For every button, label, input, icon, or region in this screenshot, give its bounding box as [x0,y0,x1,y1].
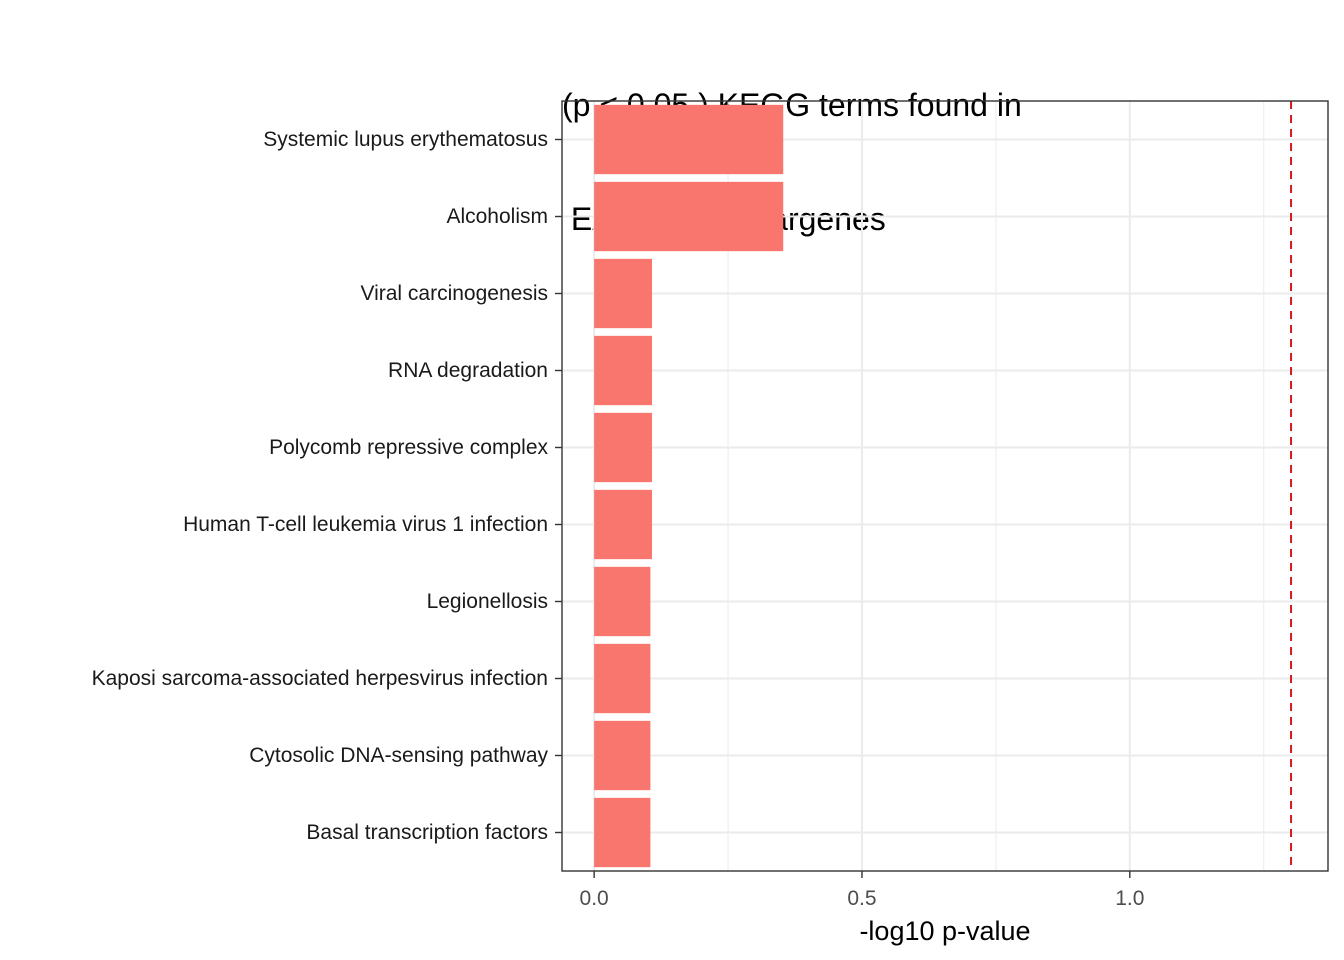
bar [594,643,651,714]
bar [594,797,651,868]
bar [594,258,652,329]
x-axis: 0.0 0.5 1.0 [580,871,1144,910]
y-tick-label: Alcoholism [446,205,548,228]
y-tick-label: Kaposi sarcoma-associated herpesvirus in… [92,667,548,690]
bar [594,720,651,791]
y-tick-label: RNA degradation [388,359,548,382]
y-tick-label: Cytosolic DNA-sensing pathway [249,744,548,767]
y-tick-label: Systemic lupus erythematosus [263,128,548,151]
y-tick-label: Legionellosis [427,590,548,613]
y-tick-label: Polycomb repressive complex [269,436,548,459]
bar [594,181,784,252]
x-axis-title: -log10 p-value [859,916,1030,946]
y-tick-label: Human T-cell leukemia virus 1 infection [183,513,548,536]
y-tick-label: Viral carcinogenesis [360,282,548,305]
y-tick-label: Basal transcription factors [306,821,548,844]
bars [594,104,784,868]
bar [594,412,652,483]
bar [594,104,784,175]
x-tick-label: 0.5 [847,887,876,910]
x-tick-label: 0.0 [580,887,609,910]
panel-border [561,100,1329,872]
bar [594,335,652,406]
bar [594,489,652,560]
y-axis: Systemic lupus erythematosus Alcoholism Vi… [92,128,562,844]
x-tick-label: 1.0 [1115,887,1144,910]
bar [594,566,651,637]
